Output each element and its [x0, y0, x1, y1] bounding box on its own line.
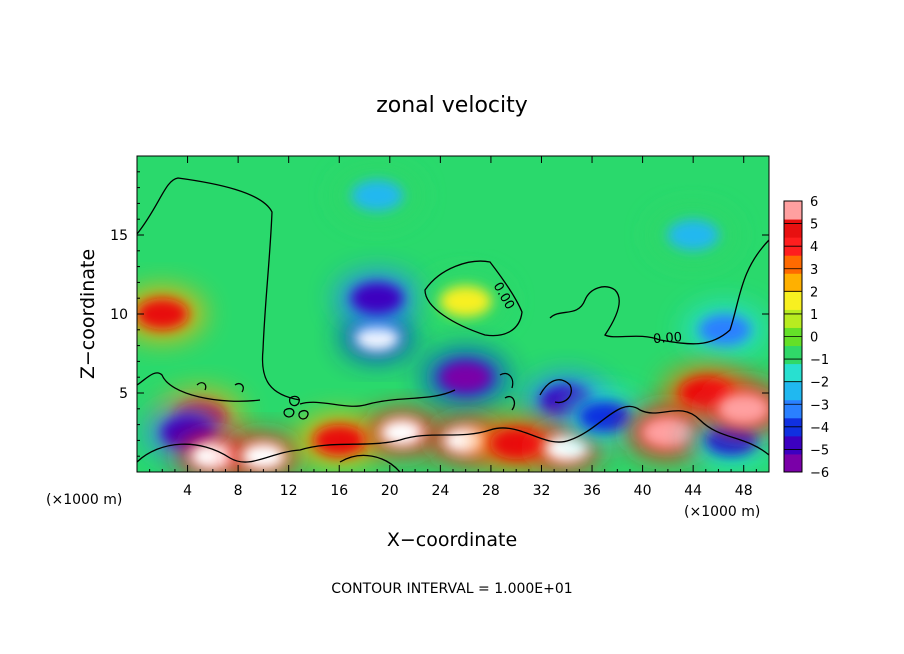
- colorbar-tick-label: 0: [810, 331, 818, 346]
- contour-line: [424, 260, 523, 337]
- contour-line: [196, 382, 244, 393]
- contour-line: [137, 177, 301, 401]
- heatmap-feature: [367, 410, 438, 455]
- colorbar-tick-label: 2: [810, 285, 818, 300]
- colorbar-tick-label: 4: [810, 240, 818, 255]
- x-unit-right: (×1000 m): [684, 504, 760, 520]
- plot-area: 0.00 0.00: [137, 156, 769, 472]
- heatmap-feature: [626, 406, 710, 459]
- y-axis: 5 10 15: [110, 171, 769, 457]
- colorbar-swatch: [784, 291, 802, 310]
- contour-line: [283, 395, 309, 420]
- colorbar-tick-label: −5: [810, 443, 829, 458]
- heatmap-feature: [137, 288, 204, 340]
- heatmap-feature: [563, 390, 647, 443]
- colorbar-swatch: [784, 255, 802, 274]
- contour-line: [499, 372, 516, 411]
- colorbar-tick-label: −1: [810, 353, 829, 368]
- x-tick-label: 8: [234, 483, 243, 499]
- x-tick-label: 4: [183, 483, 192, 499]
- heatmap-feature: [424, 275, 508, 328]
- x-tick-label: 40: [634, 483, 652, 499]
- contour-line: [137, 405, 769, 463]
- colorbar-swatch: [784, 363, 802, 383]
- x-tick-label: 12: [280, 483, 298, 499]
- contour-line: [339, 454, 401, 472]
- colorbar-swatch: [784, 219, 802, 238]
- colorbar: 6 5 4 3 2 1 0 −1 −2 −3 −4 −5 −6: [783, 195, 829, 481]
- colorbar-swatch: [784, 453, 802, 473]
- x-tick-label: 20: [381, 483, 399, 499]
- colorbar-tick-label: 1: [810, 308, 818, 323]
- colorbar-tick-label: −6: [810, 466, 829, 481]
- y-tick-label: 15: [110, 228, 128, 244]
- contour-interval-note: CONTOUR INTERVAL = 1.000E+01: [331, 581, 572, 597]
- x-tick-label: 48: [735, 483, 753, 499]
- colorbar-swatch: [784, 309, 802, 328]
- contour-line: [549, 239, 769, 345]
- colorbar-tick-label: −2: [810, 376, 829, 391]
- colorbar-swatch: [784, 381, 802, 401]
- colorbar-swatch: [784, 399, 802, 419]
- colorbar-swatch: [784, 273, 802, 292]
- zero-contours: [137, 177, 769, 472]
- x-axis-label: X−coordinate: [387, 529, 517, 551]
- heatmap-feature: [297, 414, 381, 467]
- x-unit-left: (×1000 m): [46, 492, 122, 508]
- x-tick-label: 24: [431, 483, 449, 499]
- heatmap-feature: [335, 169, 419, 222]
- y-tick-label: 10: [110, 307, 128, 323]
- colorbar-swatch: [784, 345, 802, 365]
- heatmap-feature: [683, 303, 767, 356]
- y-axis-label: Z−coordinate: [77, 249, 99, 379]
- colorbar-tick-label: 6: [810, 195, 818, 210]
- x-tick-label: 16: [330, 483, 348, 499]
- x-tick-label: 28: [482, 483, 500, 499]
- x-tick-label: 44: [684, 483, 702, 499]
- heatmap-feature: [651, 209, 735, 261]
- heatmap-feature: [424, 351, 508, 404]
- colorbar-tick-label: −4: [810, 421, 829, 436]
- x-tick-label: 32: [533, 483, 551, 499]
- y-tick-label: 5: [119, 386, 128, 402]
- x-tick-label: 36: [583, 483, 601, 499]
- heatmap-feature: [335, 272, 419, 325]
- contour-line: [299, 389, 456, 407]
- x-axis: 4 8 12 16 20 24 28 32 36 40 44 48: [149, 156, 770, 499]
- colorbar-tick-label: −3: [810, 398, 829, 413]
- colorbar-swatch: [784, 201, 802, 220]
- heatmap-field: [137, 169, 769, 472]
- heatmap-feature: [702, 382, 769, 435]
- contour-line: [539, 379, 572, 404]
- heatmap-feature: [341, 315, 413, 360]
- colorbar-swatch: [784, 435, 802, 455]
- contour-line: [137, 372, 261, 402]
- colorbar-tick-label: 5: [810, 218, 818, 233]
- chart-title: zonal velocity: [376, 93, 528, 118]
- contour-label: 0.00: [653, 330, 683, 347]
- colorbar-tick-label: 3: [810, 263, 818, 278]
